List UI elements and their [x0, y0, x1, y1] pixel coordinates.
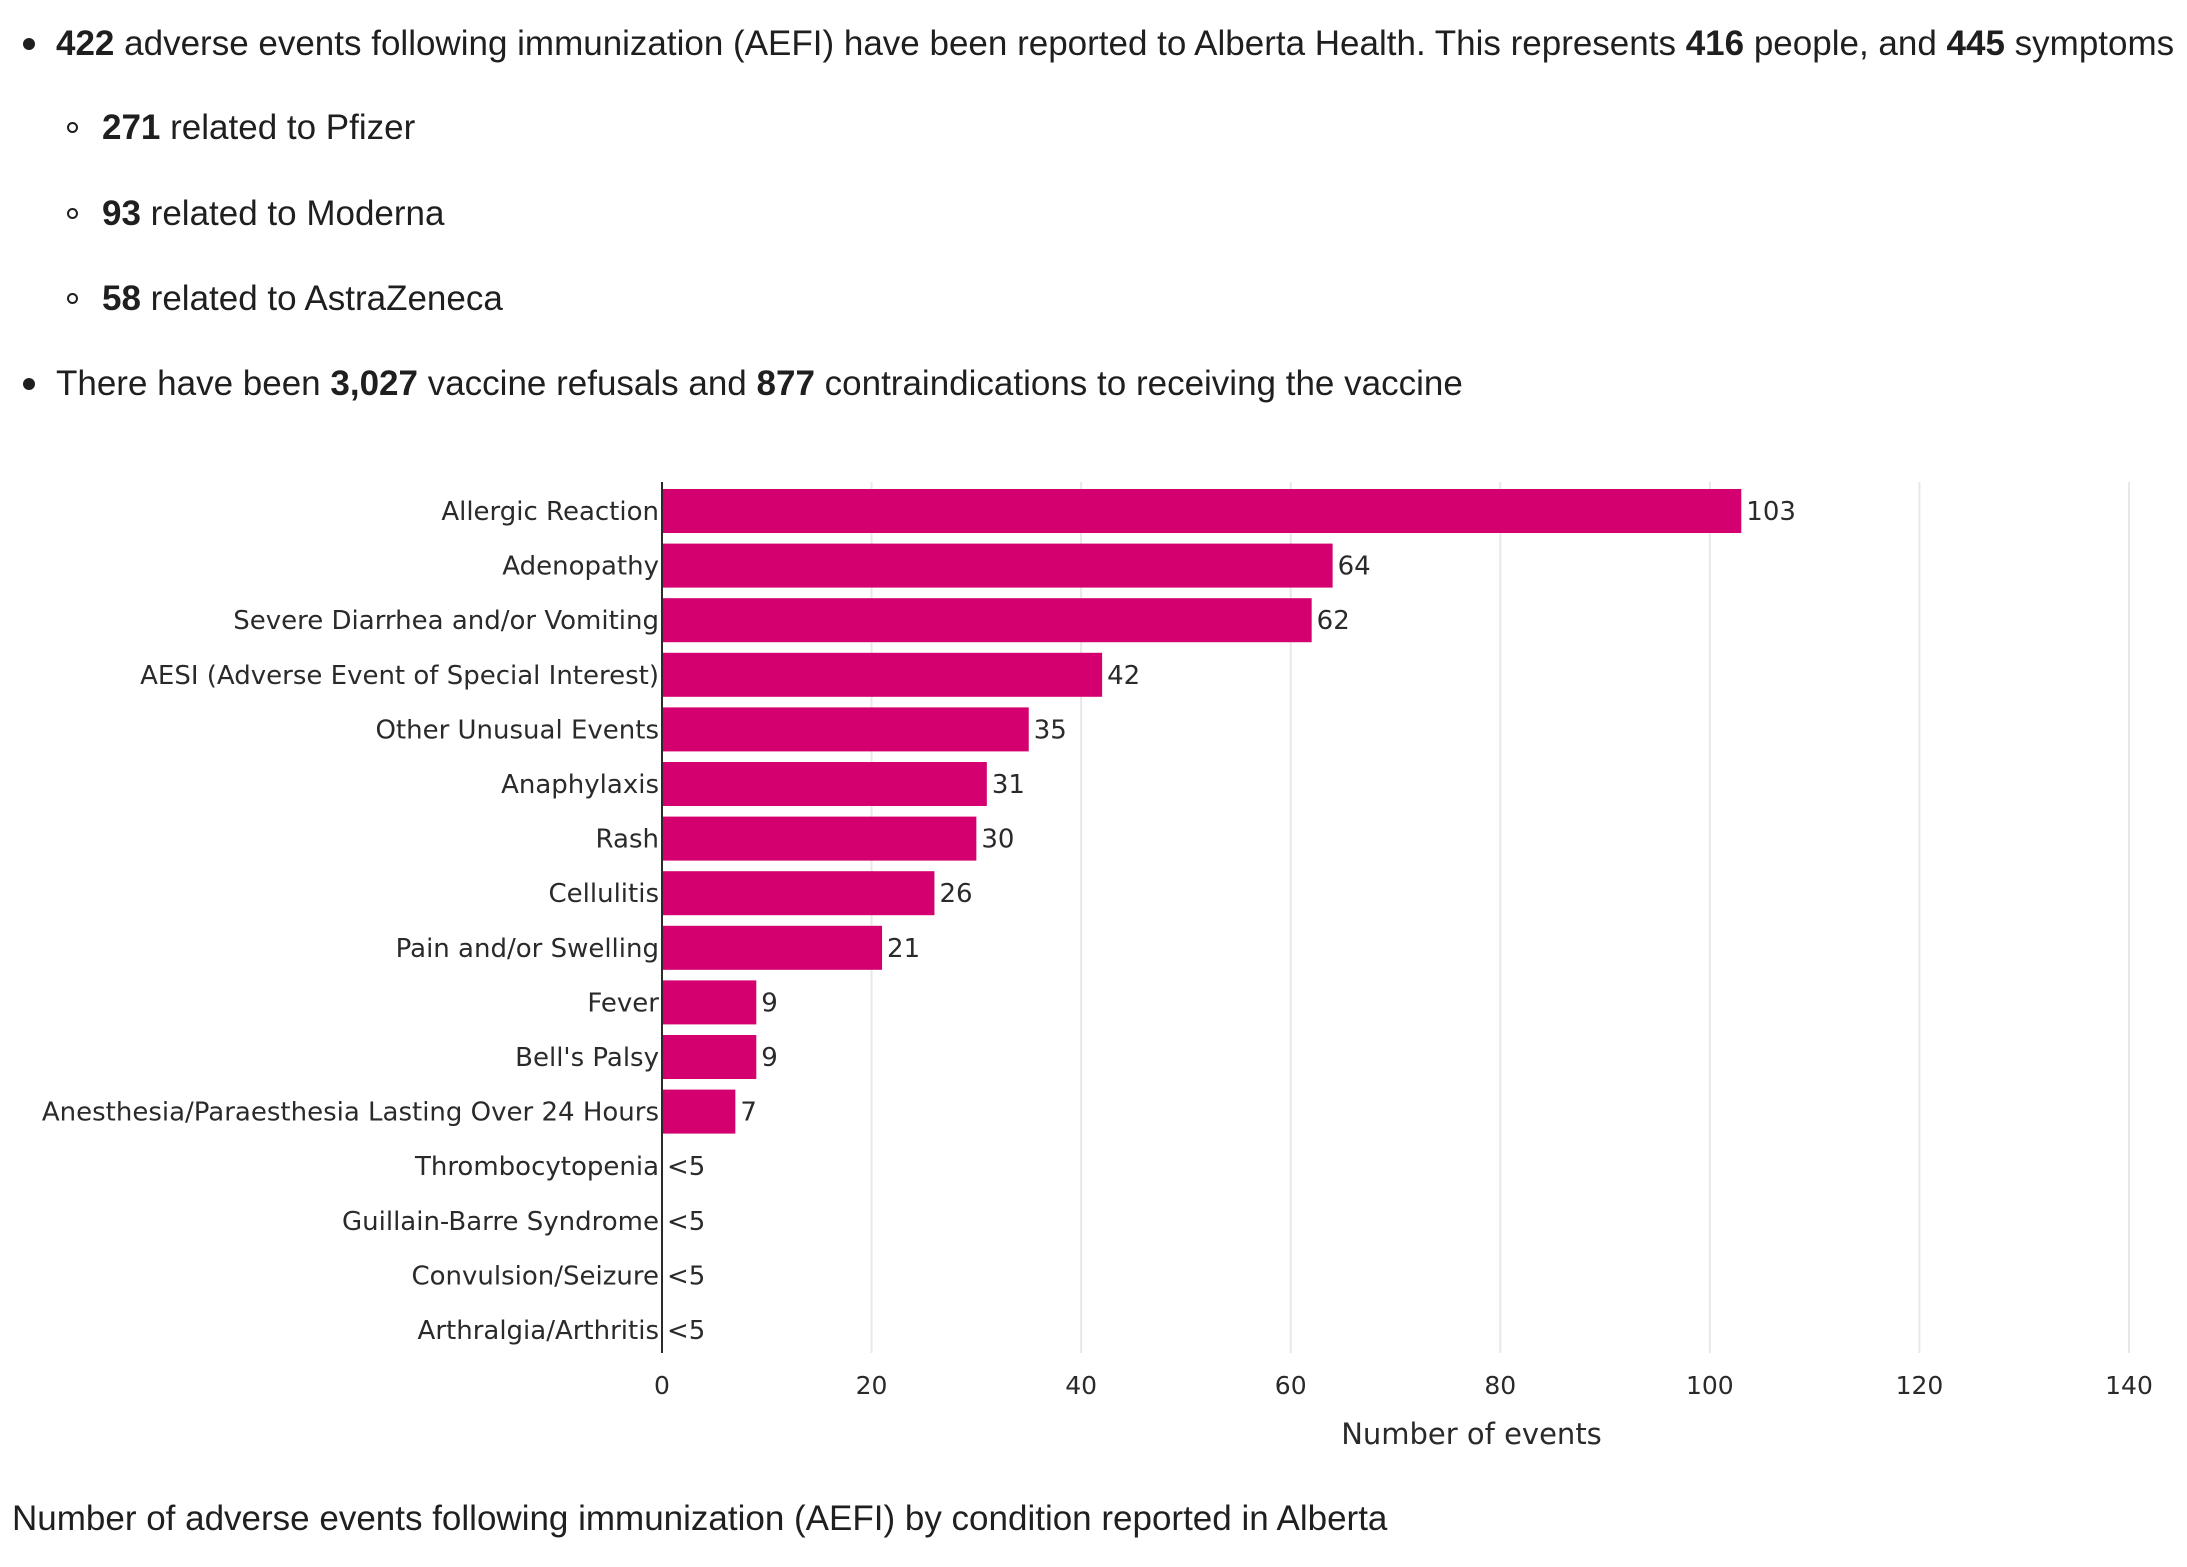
- sub-item-astrazeneca: 58 related to AstraZeneca: [67, 277, 503, 321]
- category-label: AESI (Adverse Event of Special Interest): [140, 661, 659, 691]
- astrazeneca-count: 58: [102, 279, 141, 318]
- bar: [662, 1089, 736, 1134]
- category-label: Other Unusual Events: [375, 715, 659, 745]
- category-label: Convulsion/Seizure: [411, 1261, 659, 1291]
- people-text: people, and: [1753, 24, 1937, 63]
- pfizer-count: 271: [102, 108, 161, 147]
- aefi-bar-chart: 0 20 40 60 80 100 120 140 Allergic Reaction 103 Ad…: [42, 482, 2153, 1451]
- contraindications-text: contraindications to receiving the vacci…: [824, 364, 1463, 403]
- x-tick-label: 140: [2105, 1371, 2153, 1400]
- astrazeneca-text: related to AstraZeneca: [150, 279, 503, 318]
- bar: [662, 816, 977, 861]
- data-label: 64: [1338, 552, 1371, 582]
- bullet-circle-icon: [67, 208, 78, 219]
- data-label: 9: [761, 988, 778, 1018]
- events-count: 422: [56, 24, 115, 63]
- category-label: Anesthesia/Paraesthesia Lasting Over 24 …: [42, 1098, 659, 1128]
- category-label: Guillain-Barre Syndrome: [342, 1207, 659, 1237]
- symptoms-text: symptoms: [2014, 24, 2175, 63]
- data-label: 9: [761, 1043, 778, 1073]
- category-label: Pain and/or Swelling: [396, 934, 659, 964]
- data-label: 31: [992, 770, 1025, 800]
- chart-caption: Number of adverse events following immun…: [12, 1499, 1388, 1538]
- data-label: 42: [1107, 661, 1140, 691]
- bar: [662, 598, 1312, 643]
- category-label: Severe Diarrhea and/or Vomiting: [233, 606, 659, 636]
- x-tick-label: 120: [1896, 1371, 1944, 1400]
- bar: [662, 871, 935, 916]
- x-tick-label: 0: [654, 1371, 670, 1400]
- bullet-dot-icon: [23, 378, 35, 390]
- refusals-count: 3,027: [330, 364, 418, 403]
- sub-item-moderna: 93 related to Moderna: [67, 192, 445, 236]
- data-label: <5: [667, 1316, 705, 1346]
- category-label: Anaphylaxis: [501, 770, 659, 800]
- category-label: Allergic Reaction: [441, 497, 659, 527]
- data-label: 7: [740, 1098, 757, 1128]
- x-tick-label: 80: [1484, 1371, 1516, 1400]
- events-text: adverse events following immunization (A…: [124, 24, 1676, 63]
- bar: [662, 489, 1742, 533]
- category-label: Thrombocytopenia: [414, 1152, 659, 1182]
- moderna-text: related to Moderna: [150, 194, 445, 233]
- category-label: Arthralgia/Arthritis: [418, 1316, 659, 1346]
- bullet-circle-icon: [67, 293, 78, 304]
- people-count: 416: [1685, 24, 1745, 63]
- data-label: 62: [1317, 606, 1350, 636]
- symptoms-count: 445: [1946, 24, 2005, 63]
- category-label: Adenopathy: [502, 552, 659, 582]
- x-tick-label: 100: [1686, 1371, 1734, 1400]
- x-tick-label: 40: [1065, 1371, 1097, 1400]
- data-label: 35: [1034, 715, 1067, 745]
- data-label: 21: [887, 934, 920, 964]
- category-label: Fever: [587, 988, 659, 1018]
- contraindications-count: 877: [756, 364, 815, 403]
- data-label: <5: [667, 1207, 705, 1237]
- bar: [662, 652, 1103, 697]
- bar: [662, 925, 883, 970]
- data-label: 26: [939, 879, 972, 909]
- moderna-count: 93: [102, 194, 141, 233]
- bullet-dot-icon: [23, 38, 35, 50]
- bar: [662, 762, 987, 806]
- x-tick-label: 60: [1275, 1371, 1307, 1400]
- x-axis-title: Number of events: [1341, 1417, 1602, 1451]
- bar: [662, 543, 1333, 588]
- data-label: <5: [667, 1152, 705, 1182]
- refusals-text: vaccine refusals and: [427, 364, 747, 403]
- summary-line-refusals: There have been 3,027 vaccine refusals a…: [23, 362, 1463, 406]
- bar: [662, 980, 757, 1025]
- bullet-circle-icon: [67, 122, 78, 133]
- pfizer-text: related to Pfizer: [170, 108, 416, 147]
- refusals-intro: There have been: [56, 364, 321, 403]
- category-label: Rash: [596, 825, 659, 855]
- summary-line-events: 422 adverse events following immunizatio…: [23, 22, 2175, 66]
- sub-item-pfizer: 271 related to Pfizer: [67, 106, 416, 150]
- data-label: 30: [981, 825, 1014, 855]
- data-label: 103: [1746, 497, 1796, 527]
- category-label: Bell's Palsy: [515, 1043, 659, 1073]
- bar: [662, 707, 1029, 752]
- x-tick-label: 20: [856, 1371, 888, 1400]
- bar: [662, 1035, 757, 1079]
- data-label: <5: [667, 1261, 705, 1291]
- category-label: Cellulitis: [549, 879, 660, 909]
